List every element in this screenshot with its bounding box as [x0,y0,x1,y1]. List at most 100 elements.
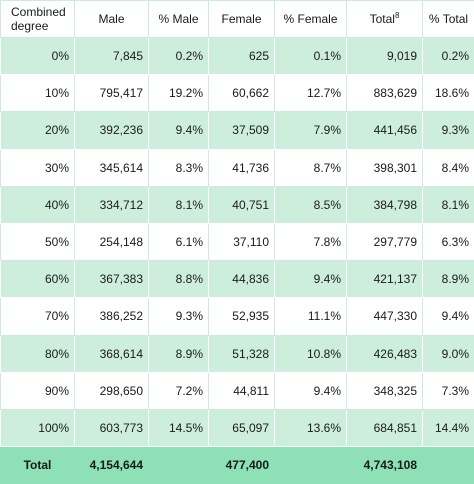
table-row: 80% 368,614 8.9% 51,328 10.8% 426,483 9.0% [0,334,474,373]
cell-pct-male: 7.2% [148,371,209,410]
cell-pct-total: 9.0% [422,334,474,373]
cell-degree: 50% [0,222,75,262]
cell-total: 398,301 [346,148,423,187]
totals-female: 477,400 [208,446,275,484]
cell-total: 447,330 [346,297,423,336]
table-row: 0% 7,845 0.2% 625 0.1% 9,019 0.2% [0,36,474,76]
cell-male: 254,148 [74,222,149,262]
cell-total: 426,483 [346,334,423,373]
table-row: 60% 367,383 8.8% 44,836 9.4% 421,137 8.9% [0,260,474,299]
table-row: 20% 392,236 9.4% 37,509 7.9% 441,456 9.3% [0,111,474,150]
cell-pct-total: 8.1% [422,185,474,224]
cell-total: 421,137 [346,260,423,299]
cell-pct-total: 9.4% [422,297,474,336]
header-row: Combined degree Male % Male Female % Fem… [0,0,474,38]
cell-female: 625 [208,36,275,76]
header-pct-male: % Male [148,0,209,38]
cell-pct-female: 12.7% [274,74,347,113]
cell-male: 386,252 [74,297,149,336]
cell-total: 297,779 [346,222,423,262]
cell-degree: 40% [0,185,75,224]
cell-degree: 10% [0,74,75,113]
cell-pct-male: 8.1% [148,185,209,224]
cell-total: 441,456 [346,111,423,150]
cell-pct-female: 8.5% [274,185,347,224]
cell-degree: 0% [0,36,75,76]
totals-pct-female [274,446,347,484]
cell-pct-male: 8.8% [148,260,209,299]
cell-pct-total: 8.4% [422,148,474,187]
header-female: Female [208,0,275,38]
cell-female: 51,328 [208,334,275,373]
cell-pct-total: 9.3% [422,111,474,150]
cell-male: 603,773 [74,408,149,448]
cell-pct-female: 7.9% [274,111,347,150]
cell-pct-female: 9.4% [274,371,347,410]
table-row: 40% 334,712 8.1% 40,751 8.5% 384,798 8.1% [0,185,474,224]
cell-pct-male: 9.3% [148,297,209,336]
header-total-label: Total [369,12,395,26]
totals-male: 4,154,644 [74,446,149,484]
header-total-footnote: 8 [394,11,400,20]
table-row: 90% 298,650 7.2% 44,811 9.4% 348,325 7.3% [0,371,474,410]
cell-male: 392,236 [74,111,149,150]
cell-pct-female: 7.8% [274,222,347,262]
cell-male: 795,417 [74,74,149,113]
cell-total: 384,798 [346,185,423,224]
cell-pct-male: 19.2% [148,74,209,113]
cell-male: 7,845 [74,36,149,76]
cell-pct-total: 14.4% [422,408,474,448]
cell-pct-female: 13.6% [274,408,347,448]
header-total: Total8 [346,0,423,38]
cell-pct-male: 0.2% [148,36,209,76]
cell-male: 345,614 [74,148,149,187]
cell-degree: 80% [0,334,75,373]
cell-female: 40,751 [208,185,275,224]
cell-male: 367,383 [74,260,149,299]
cell-female: 60,662 [208,74,275,113]
cell-pct-total: 8.9% [422,260,474,299]
cell-pct-total: 7.3% [422,371,474,410]
header-male: Male [74,0,149,38]
totals-row: Total 4,154,644 477,400 4,743,108 [0,446,474,484]
cell-female: 65,097 [208,408,275,448]
totals-label: Total [0,446,75,484]
cell-pct-male: 8.9% [148,334,209,373]
cell-total: 883,629 [346,74,423,113]
totals-total: 4,743,108 [346,446,423,484]
cell-degree: 60% [0,260,75,299]
cell-female: 44,836 [208,260,275,299]
header-pct-female: % Female [274,0,347,38]
cell-degree: 70% [0,297,75,336]
totals-pct-male [148,446,209,484]
cell-male: 334,712 [74,185,149,224]
totals-pct-total [422,446,474,484]
cell-pct-female: 8.7% [274,148,347,187]
cell-male: 368,614 [74,334,149,373]
cell-male: 298,650 [74,371,149,410]
cell-pct-total: 0.2% [422,36,474,76]
cell-female: 44,811 [208,371,275,410]
table-row: 100% 603,773 14.5% 65,097 13.6% 684,851 14.4% [0,408,474,448]
cell-degree: 90% [0,371,75,410]
cell-pct-total: 18.6% [422,74,474,113]
cell-pct-male: 14.5% [148,408,209,448]
table-row: 50% 254,148 6.1% 37,110 7.8% 297,779 6.3% [0,222,474,262]
table-row: 70% 386,252 9.3% 52,935 11.1% 447,330 9.4% [0,297,474,336]
cell-female: 37,509 [208,111,275,150]
cell-total: 9,019 [346,36,423,76]
cell-pct-male: 6.1% [148,222,209,262]
cell-pct-male: 9.4% [148,111,209,150]
header-combined-degree: Combined degree [0,0,75,38]
header-pct-total: % Total [422,0,474,38]
cell-pct-female: 10.8% [274,334,347,373]
cell-pct-male: 8.3% [148,148,209,187]
cell-degree: 20% [0,111,75,150]
table-row: 10% 795,417 19.2% 60,662 12.7% 883,629 18.6% [0,74,474,113]
cell-pct-female: 9.4% [274,260,347,299]
cell-pct-total: 6.3% [422,222,474,262]
cell-total: 348,325 [346,371,423,410]
cell-female: 41,736 [208,148,275,187]
cell-degree: 100% [0,408,75,448]
